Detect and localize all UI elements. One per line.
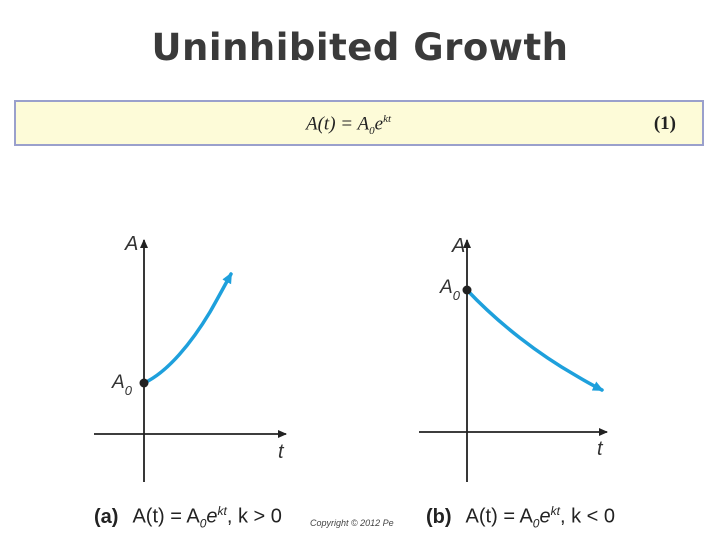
graph-a-caption-sub: 0 bbox=[199, 516, 207, 531]
graph-a-caption-base: e bbox=[206, 505, 218, 528]
formula-box: A(t) = A0ekt (1) bbox=[14, 100, 704, 146]
graph-b-caption-cond: , k < 0 bbox=[559, 505, 615, 528]
graph-a-caption-lhs: A(t) = A bbox=[132, 505, 200, 528]
formula-base: e bbox=[374, 113, 384, 135]
graph-a-x-label: t bbox=[278, 441, 285, 463]
graph-a-caption: (a) A(t) = A0ekt, k > 0 bbox=[94, 504, 282, 531]
graph-a-initial-point bbox=[139, 378, 149, 388]
graph-b-x-label: t bbox=[597, 438, 604, 460]
graph-b-initial-point bbox=[462, 285, 472, 295]
graph-b: A t A0 bbox=[419, 235, 608, 482]
copyright-text: Copyright © 2012 Pe bbox=[310, 518, 404, 528]
graph-a-caption-cond: , k > 0 bbox=[226, 505, 282, 528]
graph-b-a0-label: A0 bbox=[439, 277, 461, 303]
page-title: Uninhibited Growth bbox=[151, 26, 569, 69]
graph-b-decay-curve bbox=[465, 288, 604, 392]
graph-b-caption-exp: kt bbox=[550, 504, 560, 518]
graph-b-caption-lhs: A(t) = A bbox=[465, 505, 533, 528]
graph-a-caption-tag: (a) bbox=[94, 505, 119, 528]
graph-a-y-label: A bbox=[124, 233, 138, 255]
formula-lhs: A(t) = A bbox=[306, 113, 370, 135]
graph-b-caption: (b) A(t) = A0ekt, k < 0 bbox=[426, 504, 615, 531]
graph-b-caption-sub: 0 bbox=[532, 516, 540, 531]
formula-subscript: 0 bbox=[369, 125, 375, 138]
formula-exponent: kt bbox=[383, 113, 392, 125]
graph-b-caption-base: e bbox=[539, 505, 551, 528]
graph-a-caption-exp: kt bbox=[217, 504, 227, 518]
formula-equation: A(t) = A0ekt bbox=[306, 113, 391, 137]
graph-a: A t A0 bbox=[94, 233, 287, 482]
graph-a-growth-curve bbox=[142, 272, 233, 385]
graph-b-caption-tag: (b) bbox=[426, 505, 452, 528]
graph-a-a0-label: A0 bbox=[111, 372, 133, 398]
graph-b-y-label: A bbox=[451, 235, 465, 257]
formula-number: (1) bbox=[653, 113, 676, 134]
